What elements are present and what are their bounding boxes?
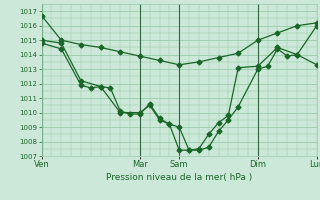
- X-axis label: Pression niveau de la mer( hPa ): Pression niveau de la mer( hPa ): [106, 173, 252, 182]
